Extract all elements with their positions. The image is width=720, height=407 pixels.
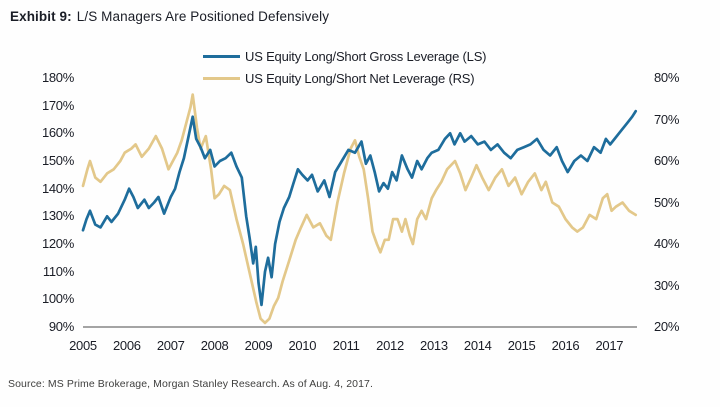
y-axis-left-label: 130% (41, 208, 74, 224)
x-axis-label: 2016 (551, 338, 580, 353)
x-axis-label: 2012 (376, 338, 404, 353)
y-axis-right-label: 20% (654, 319, 680, 334)
y-axis-left-label: 100% (41, 291, 74, 307)
y-axis-left-label: 160% (41, 125, 74, 141)
y-axis-right-label: 40% (654, 236, 680, 251)
x-axis-label: 2008 (200, 338, 229, 353)
x-axis-label: 2017 (595, 338, 624, 353)
y-axis-left-label: 180% (41, 70, 74, 85)
exhibit-number: Exhibit 9: (10, 9, 72, 24)
legend-item-gross: US Equity Long/Short Gross Leverage (LS) (203, 47, 486, 65)
y-axis-right-label: 60% (654, 153, 680, 168)
legend-label-net: US Equity Long/Short Net Leverage (RS) (245, 70, 475, 86)
legend-label-gross: US Equity Long/Short Gross Leverage (LS) (245, 48, 487, 64)
source-note: Source: MS Prime Brokerage, Morgan Stanl… (8, 378, 373, 390)
gross-line-swatch-icon (203, 54, 240, 58)
y-axis-left-label: 120% (41, 236, 74, 251)
x-axis-label: 2007 (156, 338, 185, 353)
x-axis-label: 2015 (507, 338, 536, 353)
page-title: Exhibit 9: L/S Managers Are Positioned De… (10, 9, 329, 24)
chart-legend: US Equity Long/Short Gross Leverage (LS)… (203, 47, 486, 87)
y-axis-right-label: 50% (654, 194, 680, 210)
exhibit-title-text: L/S Managers Are Positioned Defensively (76, 9, 330, 24)
legend-item-net: US Equity Long/Short Net Leverage (RS) (203, 69, 486, 87)
x-axis-label: 2009 (244, 338, 273, 353)
y-axis-left-label: 170% (41, 97, 74, 113)
y-axis-right-label: 70% (654, 111, 680, 127)
x-axis-label: 2014 (463, 338, 492, 353)
y-axis-right-label: 30% (654, 277, 680, 293)
y-axis-left-label: 140% (41, 180, 74, 196)
gross-leverage-line (81, 109, 638, 307)
x-axis-label: 2013 (420, 338, 448, 353)
y-axis-left-label: 150% (41, 153, 74, 168)
net-line-swatch-icon (203, 76, 240, 80)
x-axis-label: 2005 (69, 338, 97, 353)
y-axis-left-label: 110% (42, 263, 74, 279)
x-axis-label: 2011 (332, 338, 360, 353)
x-axis-label: 2010 (288, 338, 317, 353)
y-axis-right-label: 80% (654, 70, 680, 85)
y-axis-left-label: 90% (48, 319, 74, 334)
x-axis-label: 2006 (112, 338, 141, 353)
